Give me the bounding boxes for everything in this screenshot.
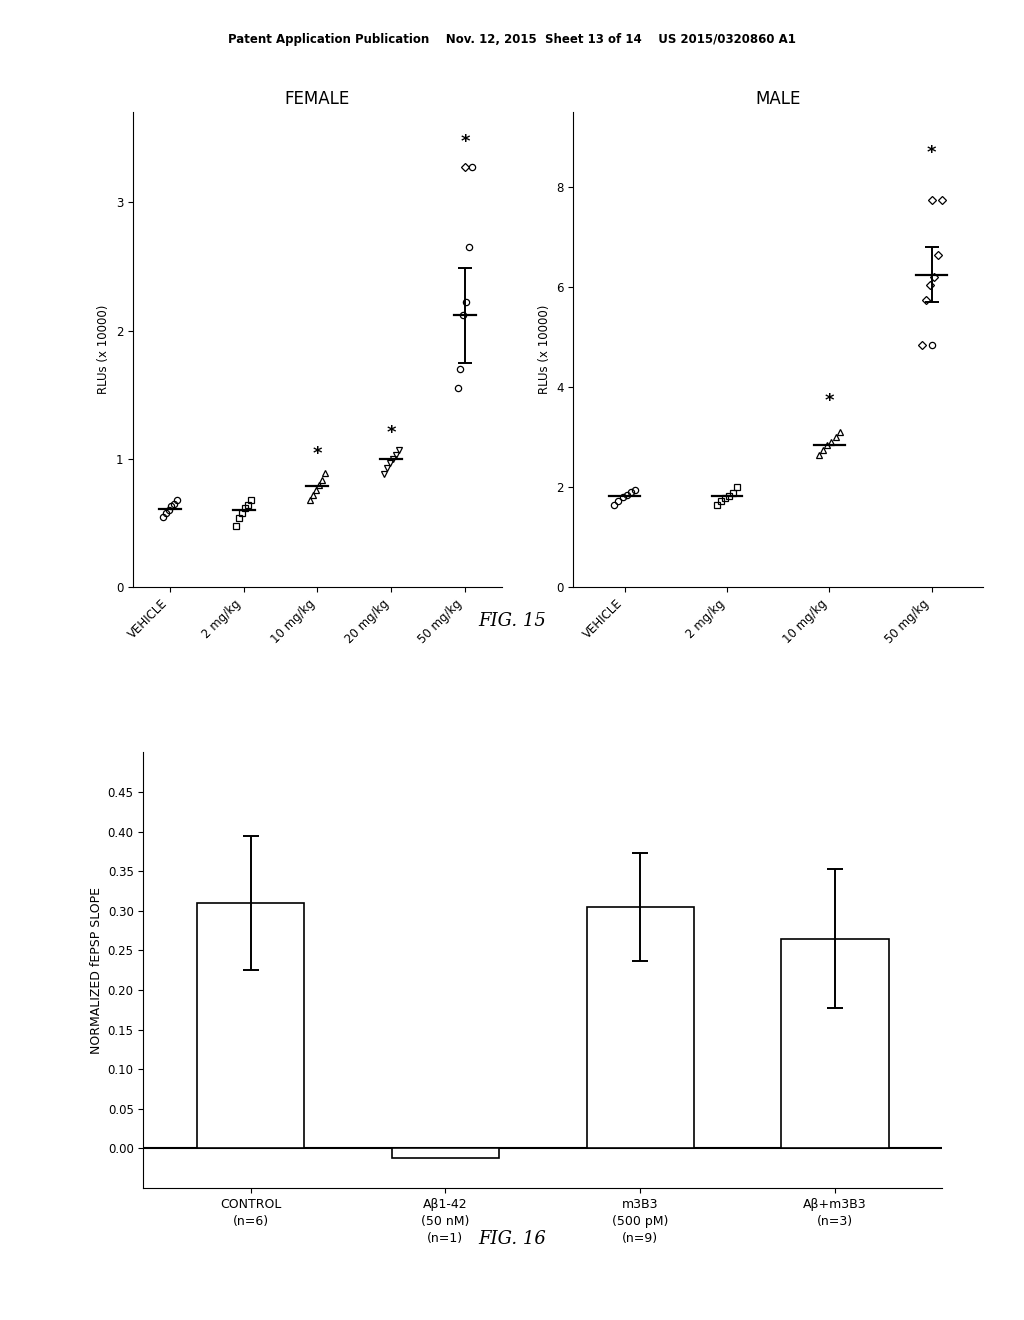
Text: Patent Application Publication    Nov. 12, 2015  Sheet 13 of 14    US 2015/03208: Patent Application Publication Nov. 12, …	[228, 33, 796, 46]
Text: *: *	[824, 392, 835, 409]
Title: FEMALE: FEMALE	[285, 90, 350, 108]
Text: *: *	[927, 144, 937, 162]
Text: FIG. 15: FIG. 15	[478, 612, 546, 631]
Bar	[781, 939, 889, 1148]
Title: MALE: MALE	[756, 90, 801, 108]
Y-axis label: RLUs (x 10000): RLUs (x 10000)	[97, 305, 111, 395]
Bar	[197, 903, 304, 1148]
Text: *: *	[386, 424, 396, 442]
Text: FIG. 16: FIG. 16	[478, 1230, 546, 1249]
Y-axis label: NORMALIZED fEPSP SLOPE: NORMALIZED fEPSP SLOPE	[90, 887, 103, 1053]
Text: *: *	[312, 445, 323, 463]
Text: *: *	[460, 133, 470, 150]
Bar	[587, 907, 693, 1148]
Bar	[392, 1148, 499, 1158]
Y-axis label: RLUs (x 10000): RLUs (x 10000)	[538, 305, 551, 395]
